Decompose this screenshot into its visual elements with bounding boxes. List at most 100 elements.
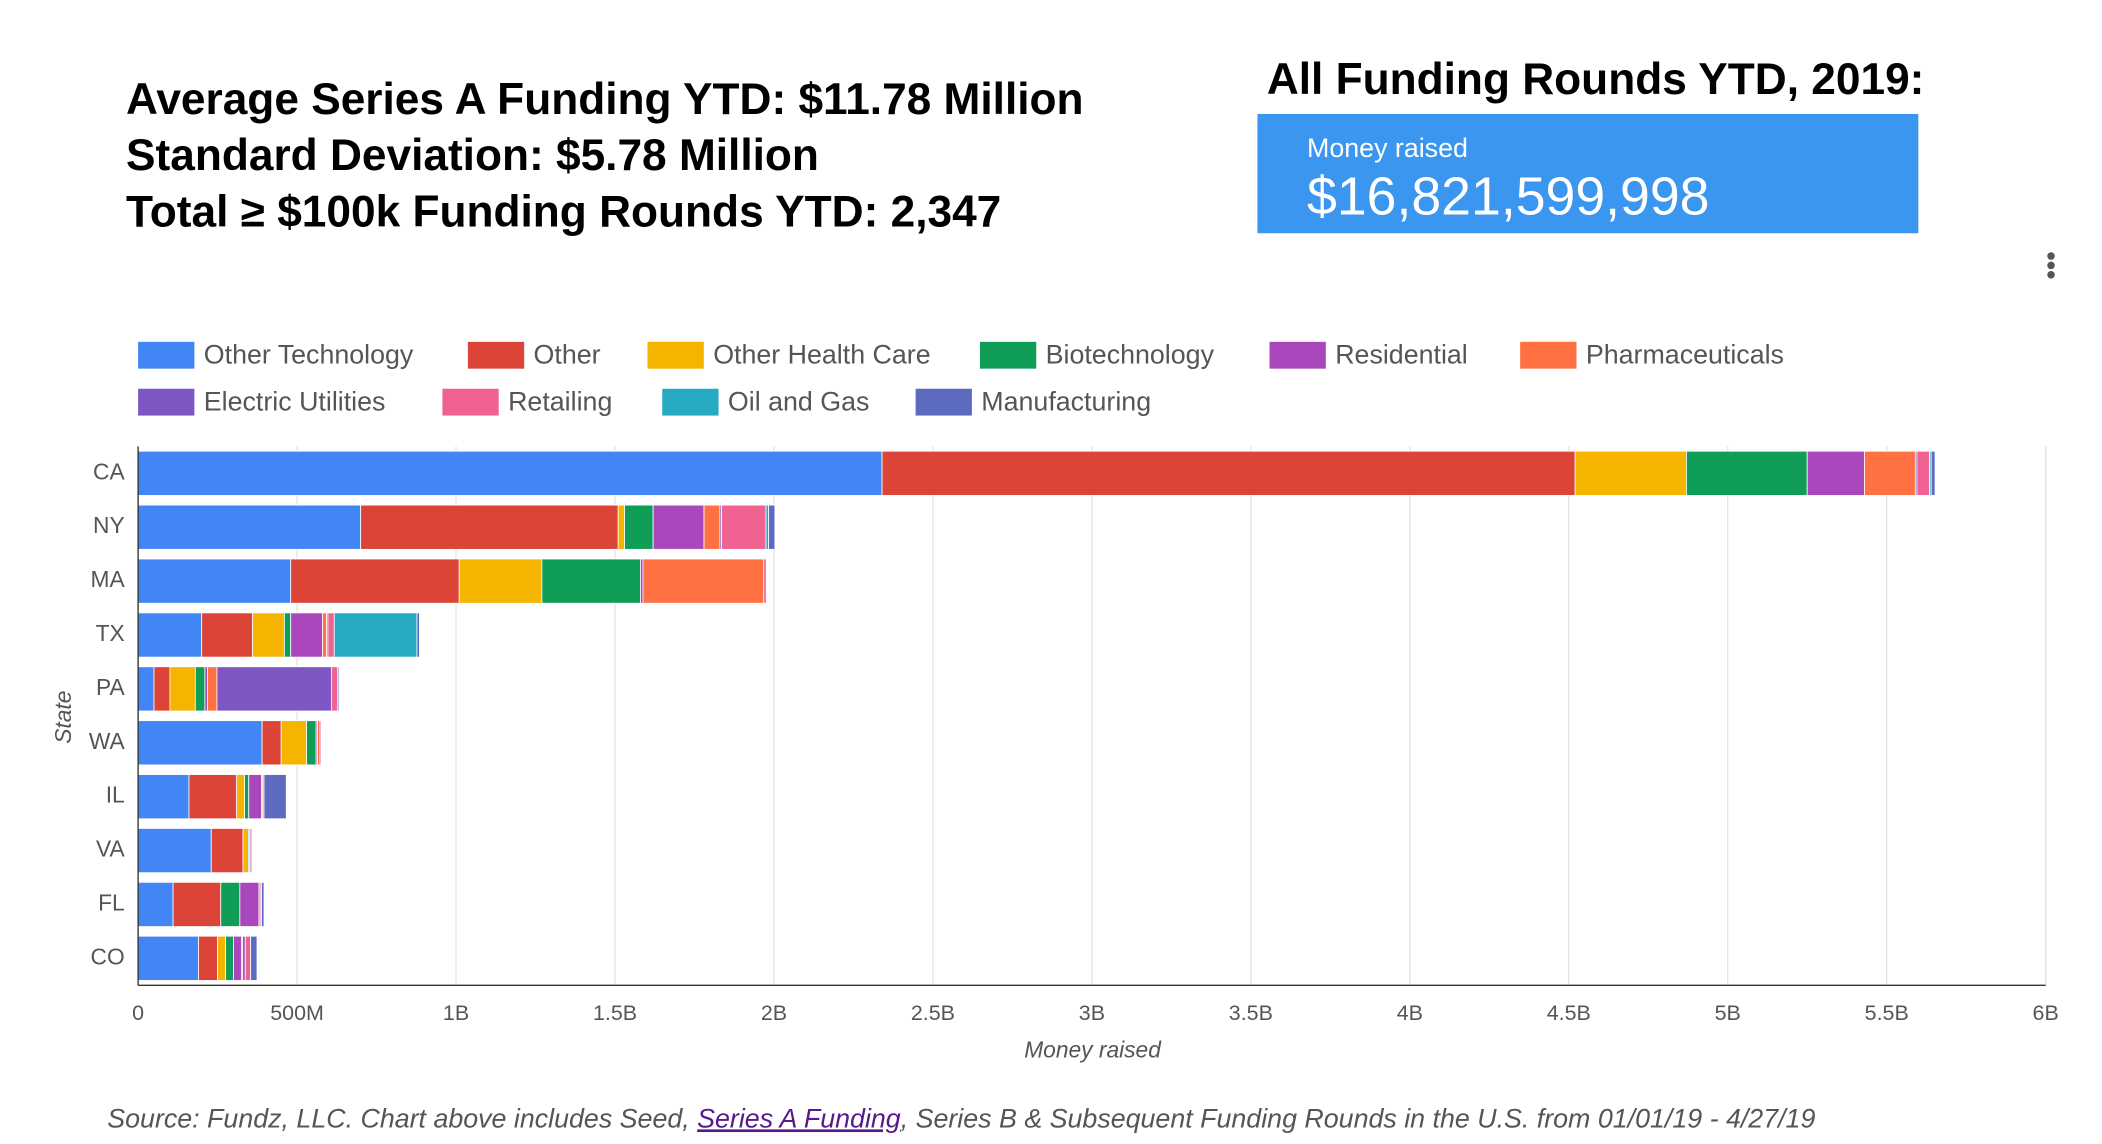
bar-segment [1574,450,1687,496]
bar-segment [617,504,625,550]
bar-segment [768,504,776,550]
bar-segment [261,720,282,766]
legend-swatch [1520,341,1577,369]
bar-segment [137,558,292,604]
legend-label: Retailing [508,387,612,417]
y-tick-label: FL [98,889,125,915]
x-tick-label: 0 [132,1001,144,1025]
header-line: Total ≥ $100k Funding Rounds YTD: 2,347 [126,188,1001,237]
y-tick-label: WA [89,728,126,754]
bar-segment [194,666,206,712]
y-tick-label: PA [96,674,125,700]
bar-segment [416,612,420,658]
menu-button[interactable] [2047,252,2055,279]
legend-label: Pharmaceuticals [1586,340,1784,370]
footnote: Source: Fundz, LLC. Chart above includes… [107,1103,1815,1133]
legend-label: Other Technology [204,340,414,370]
y-tick-label: CO [91,943,125,969]
legend-label: Other Health Care [713,340,930,370]
legend-label: Electric Utilities [204,387,386,417]
legend-label: Oil and Gas [728,387,870,417]
legend-swatch [467,341,525,369]
bar-segment [239,881,260,927]
x-tick-label: 2.5B [911,1001,955,1025]
y-tick-label: MA [91,566,126,592]
bar-segment [244,774,250,820]
bar-segment [306,720,317,766]
legend-label: Manufacturing [981,387,1151,417]
bar-segment [1806,450,1865,496]
legend-swatch [442,388,499,416]
bar-segment [322,612,328,658]
bar-segment [261,881,265,927]
bar-segment [137,720,263,766]
bar-segment [721,504,767,550]
header-line: Average Series A Funding YTD: $11.78 Mil… [126,75,1084,124]
y-tick-label: TX [96,620,125,646]
bar-segment [233,935,242,981]
legend-label: Residential [1335,340,1468,370]
bar-segment [280,720,308,766]
y-tick-label: CA [93,458,125,484]
bar-segment [137,504,362,550]
x-tick-label: 2B [761,1001,787,1025]
bar-segment [1930,450,1936,496]
scorecard-label: Money raised [1307,133,1468,163]
bar-segment [252,612,285,658]
bar-segment [198,935,218,981]
bar-segment [201,612,253,658]
bar-segment [225,935,234,981]
y-tick-label: VA [96,836,125,862]
x-tick-label: 4.5B [1547,1001,1591,1025]
legend-swatch [1269,341,1326,369]
x-tick-label: 5.5B [1865,1001,1909,1025]
bar-segment [337,666,340,712]
bar-segment [153,666,171,712]
bar-segment [220,881,241,927]
bar-segment [1916,450,1931,496]
bar-segment [250,828,253,874]
bar-segment [1864,450,1916,496]
x-tick-label: 3B [1079,1001,1105,1025]
x-axis-title: Money raised [1024,1037,1162,1063]
bar-segment [137,881,174,927]
bar-segment [248,774,262,820]
legend-swatch [138,341,195,369]
bar-segment [765,558,768,604]
x-tick-label: 1.5B [593,1001,637,1025]
bar-segment [642,558,765,604]
bar-segment [327,612,335,658]
bar-segment [137,666,155,712]
bar-segment [169,666,196,712]
legend-label: Other [534,340,601,370]
y-axis-title: State [50,691,76,744]
scorecard-title: All Funding Rounds YTD, 2019: [1267,55,1925,104]
bar-segment [137,935,199,981]
x-tick-label: 500M [270,1001,324,1025]
legend-swatch [647,341,704,369]
y-tick-label: NY [93,512,125,538]
bar-segment [137,450,883,496]
bar-segment [172,881,222,927]
bar-segment [290,558,460,604]
bar-segment [207,666,218,712]
bar-segment [236,774,246,820]
footnote-link[interactable]: Series A Funding [697,1103,901,1133]
bar-segment [624,504,654,550]
bar-segment [319,720,322,766]
x-tick-label: 3.5B [1229,1001,1273,1025]
scorecard-value: $16,821,599,998 [1307,166,1709,226]
bar-segment [458,558,543,604]
bar-segment [217,935,226,981]
legend-swatch [915,388,972,416]
scorecard-box [1257,113,1919,234]
bar-segment [652,504,705,550]
footnote-text: Source: Fundz, LLC. Chart above includes… [107,1103,697,1133]
bar-segment [137,612,203,658]
bar-segment [703,504,721,550]
bar-segment [137,774,190,820]
x-tick-label: 1B [443,1001,469,1025]
legend-swatch [138,388,195,416]
